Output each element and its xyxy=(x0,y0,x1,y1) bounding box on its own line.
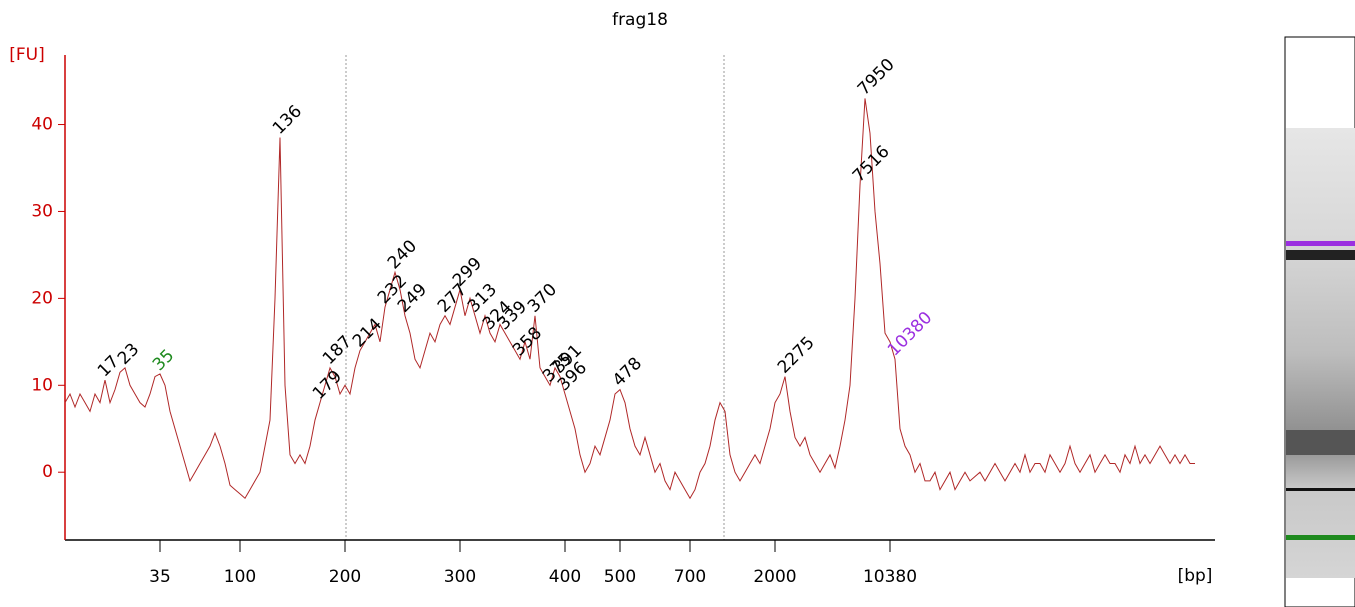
x-tick-label: 500 xyxy=(604,567,636,587)
gel-background xyxy=(1286,128,1355,578)
x-tick-label: 400 xyxy=(549,567,581,587)
lower-marker-band xyxy=(1286,535,1355,540)
upper-marker-band xyxy=(1286,241,1355,246)
peak-label: 240 xyxy=(384,236,421,273)
x-tick-label: 200 xyxy=(329,567,361,587)
peak-label: 2275 xyxy=(774,333,819,378)
chart-title: frag18 xyxy=(612,10,668,30)
x-tick-label: 10380 xyxy=(863,567,917,587)
y-axis-label: [FU] xyxy=(9,45,45,65)
trace xyxy=(64,98,1195,500)
y-tick-label: 20 xyxy=(31,288,53,308)
peak-label: 10380 xyxy=(884,308,936,360)
y-tick-label: 10 xyxy=(31,375,53,395)
x-tick-label: 2000 xyxy=(753,567,796,587)
x-tick-label: 35 xyxy=(149,567,171,587)
peak-label: 136 xyxy=(269,102,306,139)
y-tick-label: 0 xyxy=(42,462,53,482)
x-tick-label: 300 xyxy=(444,567,476,587)
x-axis-label: [bp] xyxy=(1178,566,1213,586)
y-tick-label: 30 xyxy=(31,201,53,221)
y-tick-label: 40 xyxy=(31,115,53,135)
gel-band xyxy=(1286,430,1355,455)
x-tick-label: 700 xyxy=(674,567,706,587)
peak-label: 35 xyxy=(149,346,178,375)
peak-label: 179 xyxy=(309,367,346,404)
gel-lane xyxy=(1284,36,1355,607)
x-tick-label: 100 xyxy=(224,567,256,587)
gel-band xyxy=(1286,488,1355,491)
peak-label: 478 xyxy=(609,354,646,391)
peak-label: 7950 xyxy=(854,55,899,100)
gel-band xyxy=(1286,250,1355,260)
peak-label: 358 xyxy=(509,323,546,360)
